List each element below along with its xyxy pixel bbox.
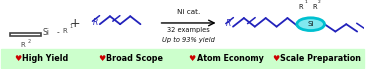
Text: Up to 93% yield: Up to 93% yield bbox=[162, 36, 215, 43]
Text: Ni cat.: Ni cat. bbox=[177, 9, 200, 15]
Text: R: R bbox=[226, 19, 231, 28]
Text: ♥: ♥ bbox=[189, 54, 199, 63]
Text: R: R bbox=[93, 18, 99, 27]
Text: High Yield: High Yield bbox=[22, 54, 69, 63]
Text: 1: 1 bbox=[70, 24, 73, 29]
Ellipse shape bbox=[297, 18, 324, 31]
Text: R: R bbox=[298, 4, 303, 10]
Text: 2: 2 bbox=[318, 0, 321, 4]
Text: Scale Preparation: Scale Preparation bbox=[280, 54, 361, 63]
Text: ♥: ♥ bbox=[273, 54, 283, 63]
Bar bbox=[10, 33, 40, 36]
Text: Si: Si bbox=[307, 21, 314, 27]
Text: +: + bbox=[70, 17, 81, 30]
Text: ♥: ♥ bbox=[15, 54, 25, 63]
Text: R: R bbox=[312, 4, 317, 10]
Text: -: - bbox=[57, 28, 60, 37]
Text: Broad Scope: Broad Scope bbox=[106, 54, 163, 63]
Text: 32 examples: 32 examples bbox=[167, 27, 210, 33]
Text: Si: Si bbox=[42, 28, 50, 37]
Text: Atom Economy: Atom Economy bbox=[197, 54, 263, 63]
Text: R: R bbox=[20, 42, 25, 48]
Text: 2: 2 bbox=[28, 39, 31, 44]
Text: R: R bbox=[62, 28, 67, 34]
Text: 1: 1 bbox=[304, 0, 307, 4]
Text: ♥: ♥ bbox=[99, 54, 108, 63]
Bar bbox=[1, 49, 364, 68]
